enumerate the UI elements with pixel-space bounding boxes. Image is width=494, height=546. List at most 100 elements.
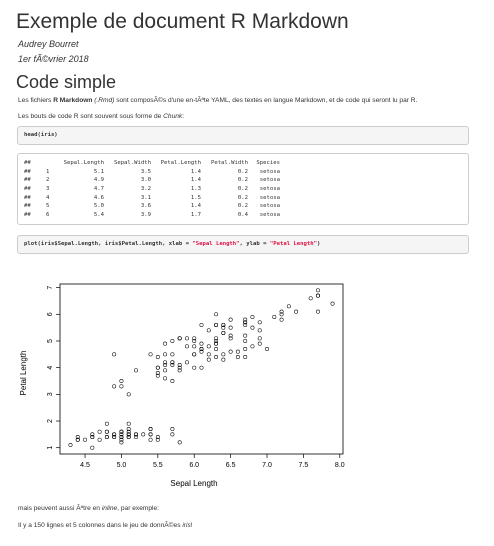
- scatter-point: [90, 435, 95, 440]
- scatter-point: [206, 328, 211, 333]
- scatter-point: [148, 352, 153, 357]
- output-cell: 4.7: [93, 186, 104, 193]
- scatter-point: [177, 336, 182, 341]
- paragraph-chunks: Les bouts de code R sont souvent sous fo…: [18, 113, 184, 120]
- scatter-point: [155, 355, 160, 359]
- scatter-point: [279, 312, 284, 317]
- scatter-point: [214, 336, 219, 341]
- scatter-point: [119, 437, 124, 442]
- scatter-point: [112, 352, 117, 357]
- output-rowname: 1: [46, 168, 50, 175]
- output-col-header: Petal.Length: [160, 160, 201, 167]
- output-cell: 0.4: [237, 211, 248, 218]
- output-cell: setosa: [259, 186, 280, 193]
- output-cell: setosa: [259, 203, 280, 210]
- scatter-point: [126, 429, 131, 434]
- scatter-plot: 4.5 5.0 5.5 6.0 6.5 7.0 7.5 8.0 1 2 3 4 5 6 7 Sepal L…: [19, 283, 345, 488]
- output-rowname: 6: [46, 211, 50, 218]
- output-cell: 3.9: [140, 211, 151, 218]
- output-col-header: Species: [256, 160, 280, 167]
- code-plot-string-ylab: "Petal Length": [269, 241, 318, 247]
- scatter-point: [119, 429, 124, 434]
- scatter-point: [206, 352, 211, 357]
- x-tick-label: 6.5: [226, 462, 236, 469]
- output-row: ## 6 5.4 3.9 1.7 0.4 setosa: [24, 211, 280, 220]
- paragraph-chunks-rest: :: [182, 113, 185, 120]
- output-cell: 4.6: [93, 194, 104, 201]
- scatter-point: [243, 320, 248, 325]
- output-row: ## 3 4.7 3.2 1.3 0.2 setosa: [24, 185, 280, 194]
- scatter-point: [228, 336, 233, 341]
- scatter-point: [177, 365, 182, 370]
- scatter-point: [170, 363, 175, 367]
- scatter-point: [243, 355, 248, 359]
- scatter-point: [126, 427, 131, 432]
- scatter-point: [221, 323, 226, 327]
- output-rowname-header: [46, 159, 56, 168]
- scatter-point: [243, 347, 248, 351]
- output-cell: setosa: [259, 211, 280, 218]
- output-table: ## Sepal.Length Sepal.Width Petal.Length…: [24, 159, 280, 219]
- output-cell: 1.4: [190, 168, 201, 175]
- scatter-point: [294, 309, 299, 314]
- scatter-point: [214, 341, 219, 346]
- scatter-point: [315, 293, 320, 298]
- scatter-point: [243, 323, 248, 327]
- scatter-point: [199, 341, 204, 346]
- scatter-point: [257, 341, 262, 346]
- document-date: 1er fÃ©vrier 2018: [18, 54, 89, 64]
- scatter-point: [163, 341, 168, 346]
- scatter-point: [279, 309, 284, 314]
- x-tick-label: 6.0: [189, 462, 199, 469]
- scatter-point: [199, 349, 204, 354]
- scatter-point: [257, 328, 262, 333]
- paragraph-chunks-italic: Chunk: [163, 113, 183, 120]
- scatter-point: [75, 435, 80, 440]
- scatter-point: [155, 373, 160, 378]
- output-block[interactable]: ## Sepal.Length Sepal.Width Petal.Length…: [17, 153, 469, 225]
- scatter-point: [97, 437, 102, 442]
- scatter-point: [148, 437, 153, 442]
- output-rowname: 4: [46, 194, 50, 201]
- paragraph-intro-bold: R Markdown: [53, 97, 93, 104]
- scatter-point: [170, 339, 175, 343]
- scatter-point: [163, 368, 168, 373]
- scatter-point: [243, 333, 248, 338]
- output-cell: 5.4: [93, 211, 104, 218]
- output-row: ## 4 4.6 3.1 1.5 0.2 setosa: [24, 193, 280, 202]
- plot-frame: [59, 283, 344, 455]
- y-tick-label: 1: [47, 446, 54, 450]
- output-prefix: ##: [24, 194, 31, 201]
- code-block-head[interactable]: head(iris): [17, 126, 469, 145]
- output-prefix: ##: [24, 186, 31, 193]
- output-cell: 5.1: [93, 168, 104, 175]
- output-cell: 1.5: [190, 194, 201, 201]
- section-heading: Code simple: [16, 72, 117, 92]
- y-tick-label: 5: [47, 339, 54, 343]
- scatter-point: [68, 443, 73, 448]
- scatter-point: [163, 360, 168, 365]
- y-tick-label: 3: [47, 392, 54, 396]
- scatter-point: [112, 384, 117, 389]
- scatter-point: [119, 435, 124, 440]
- scatter-point: [206, 344, 211, 349]
- output-prefix: ##: [24, 211, 31, 218]
- output-cell: 1.4: [190, 203, 201, 210]
- scatter-point: [148, 432, 153, 437]
- scatter-point: [155, 435, 160, 440]
- code-plot-part1: plot(iris$Sepal.Length, iris$Petal.Lengt…: [24, 241, 193, 247]
- output-rowname: 3: [46, 186, 50, 193]
- scatter-point: [184, 336, 189, 341]
- code-block-plot[interactable]: plot(iris$Sepal.Length, iris$Petal.Lengt…: [17, 235, 469, 254]
- scatter-point: [250, 325, 255, 330]
- output-cell: setosa: [259, 194, 280, 201]
- scatter-point: [163, 376, 168, 381]
- output-prefix: ##: [24, 168, 31, 175]
- y-tick-label: 2: [47, 419, 54, 423]
- scatter-point: [235, 349, 240, 354]
- output-row: ## 2 4.9 3.0 1.4 0.2 setosa: [24, 176, 280, 185]
- output-col-header: Sepal.Length: [63, 160, 104, 167]
- scatter-point: [112, 435, 117, 440]
- output-cell: setosa: [259, 177, 280, 184]
- scatter-point: [199, 365, 204, 370]
